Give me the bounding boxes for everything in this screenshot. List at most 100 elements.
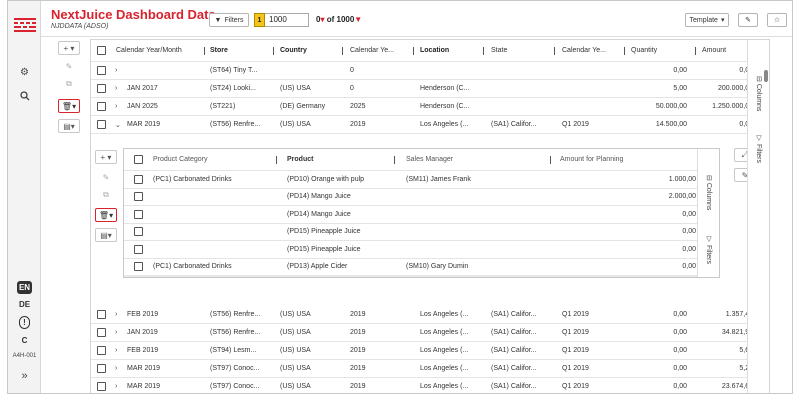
chevron-right-icon[interactable]: › <box>115 347 118 354</box>
detail-row[interactable]: (PD15) Pineapple Juice 0,00 <box>124 241 706 259</box>
settings-gear-icon[interactable]: ⚙ <box>20 66 29 78</box>
detail-row-checkbox[interactable] <box>134 262 143 272</box>
chevron-right-icon[interactable]: › <box>115 311 118 318</box>
col-header[interactable]: Store <box>210 47 228 54</box>
detail-filters-tab[interactable]: ▽ Filters <box>705 235 712 265</box>
detail-columns-tab[interactable]: ⊟ Columns <box>705 175 712 211</box>
table-row[interactable]: › MAR 2019 (ST97) Conoc... (US) USA 2019 Los … <box>91 360 769 378</box>
filters-button[interactable]: ▼ Filters <box>209 13 249 27</box>
table-row[interactable]: › FEB 2019 (ST94) Lesm... (US) USA 2019 Los A… <box>91 342 769 360</box>
add-button[interactable]: + ▾ <box>58 41 80 55</box>
col-header[interactable]: Calendar Ye... <box>562 47 606 54</box>
alert-icon[interactable]: ! <box>19 316 30 329</box>
row-control: › <box>115 324 117 341</box>
detail-col-header[interactable]: Product <box>287 156 314 163</box>
detail-edit-icon[interactable]: ✎ <box>95 170 117 184</box>
row-checkbox[interactable] <box>97 328 106 337</box>
detail-col-header[interactable]: Product Category <box>153 156 208 163</box>
detail-row-checkbox[interactable] <box>134 192 143 202</box>
lang-en[interactable]: EN <box>17 281 32 294</box>
detail-grid-header: Product Category Product Sales Manager A… <box>124 149 706 171</box>
detail-add-button[interactable]: + ▾ <box>95 150 117 164</box>
row-checkbox[interactable] <box>97 364 106 373</box>
col-header[interactable]: Country <box>280 47 307 54</box>
rows-input[interactable]: 1000 <box>265 13 309 27</box>
row-checkbox[interactable] <box>97 84 106 93</box>
row-control <box>97 378 106 393</box>
cell-state <box>491 98 551 115</box>
edit-button[interactable]: ✎ <box>738 13 758 27</box>
detail-row-control <box>134 171 143 188</box>
detail-cell-amount: 2.000,00 <box>668 193 696 201</box>
detail-delete-button[interactable]: 🗑▾ <box>95 208 117 222</box>
detail-row[interactable]: (PC1) Carbonated Drinks (PD10) Orange wit… <box>124 171 706 189</box>
client-icon[interactable]: C <box>21 336 28 345</box>
row-control <box>97 116 106 133</box>
row-checkbox[interactable] <box>97 382 106 391</box>
delete-button[interactable]: 🗑▾ <box>58 99 80 113</box>
detail-row[interactable]: (PD14) Mango Juice 0,00 <box>124 206 706 224</box>
main-scrollbar[interactable] <box>764 70 768 82</box>
export-button[interactable]: ▤▾ <box>58 119 80 133</box>
detail-select-all-checkbox[interactable] <box>134 155 143 164</box>
table-row[interactable]: › JAN 2025 (ST221) (DE) Germany 2025 Henderso… <box>91 98 769 116</box>
row-checkbox[interactable] <box>97 120 106 129</box>
col-header[interactable]: Calendar Ye... <box>350 47 394 54</box>
row-checkbox[interactable] <box>97 102 106 111</box>
row-control: ⌄ <box>115 116 121 133</box>
template-button[interactable]: Template ▾ <box>685 13 729 27</box>
detail-grid: Product Category Product Sales Manager A… <box>123 148 720 278</box>
table-row[interactable]: › MAR 2019 (ST97) Conoc... (US) USA 2019 Los … <box>91 378 769 393</box>
select-all-checkbox[interactable] <box>97 46 106 55</box>
detail-col-header[interactable]: Sales Manager <box>406 156 454 163</box>
favorite-button[interactable]: ☆ <box>767 13 787 27</box>
app-window: ⚙ EN DE ! C A4H-001 » NextJuice Dashboar… <box>7 0 793 394</box>
app-logo[interactable] <box>11 17 38 35</box>
cell-amount: 0,00 <box>697 116 753 133</box>
lang-de[interactable]: DE <box>18 300 31 309</box>
chevron-right-icon[interactable]: › <box>115 103 118 110</box>
detail-copy-icon[interactable]: ⧉ <box>95 188 117 202</box>
col-header[interactable]: Amount <box>702 47 727 54</box>
detail-h-scrollbar[interactable] <box>124 275 706 277</box>
cell-state: (SA1) Califor... <box>491 311 537 318</box>
chevron-right-icon[interactable]: › <box>115 383 118 390</box>
cell-qty: 50.000,00 <box>655 103 687 110</box>
detail-row[interactable]: (PD14) Mango Juice 2.000,00 <box>124 189 706 206</box>
detail-export-button[interactable]: ▤▾ <box>95 228 117 242</box>
chevron-right-icon[interactable]: › <box>115 365 118 372</box>
detail-row[interactable]: (PD15) Pineapple Juice 0,00 <box>124 224 706 241</box>
col-header[interactable]: Location <box>420 47 450 54</box>
chevron-right-icon[interactable]: › <box>115 85 118 92</box>
filters-tab[interactable]: ▽ Filters <box>755 134 762 164</box>
chevron-down-icon[interactable]: ⌄ <box>115 121 121 129</box>
row-checkbox[interactable] <box>97 310 106 319</box>
col-header[interactable]: Quantity <box>631 47 658 54</box>
chevron-right-icon[interactable]: › <box>115 329 118 336</box>
detail-row-checkbox[interactable] <box>134 174 143 184</box>
level-indicator[interactable]: 1 <box>254 13 265 27</box>
search-icon[interactable] <box>11 87 38 105</box>
table-row[interactable]: › FEB 2019 (ST56) Renfre... (US) USA 2019 Los… <box>91 306 769 324</box>
detail-col-header[interactable]: Amount for Planning <box>560 156 624 163</box>
col-header[interactable]: Calendar Year/Month <box>116 47 182 54</box>
row-checkbox[interactable] <box>97 346 106 355</box>
table-row[interactable]: › JAN 2019 (ST56) Renfre... (US) USA 2019 Los… <box>91 324 769 342</box>
cell-year: 0 <box>350 85 354 92</box>
table-row[interactable]: › (ST64) Tiny T... 0 0,00 0,00 <box>91 62 769 80</box>
detail-row-checkbox[interactable] <box>134 227 143 237</box>
copy-icon[interactable]: ⧉ <box>58 77 80 91</box>
expand-sidebar-icon[interactable]: » <box>21 370 28 382</box>
detail-row-checkbox[interactable] <box>134 209 143 219</box>
detail-row-checkbox[interactable] <box>134 244 143 254</box>
detail-row[interactable]: (PC1) Carbonated Drinks (PD13) Apple Cide… <box>124 259 706 276</box>
chevron-right-icon[interactable]: › <box>115 67 118 74</box>
detail-cell-product: (PD15) Pineapple Juice <box>287 228 361 236</box>
edit-row-icon[interactable]: ✎ <box>58 59 80 73</box>
cell-location: Los Angeles (... <box>420 311 469 318</box>
row-checkbox[interactable] <box>97 66 106 75</box>
columns-tab[interactable]: ⊟ Columns <box>755 76 762 112</box>
col-header[interactable]: State <box>491 47 508 54</box>
table-row[interactable]: › JAN 2017 (ST24) Looki... (US) USA 0 Henders… <box>91 80 769 98</box>
table-row[interactable]: ⌄ MAR 2019 (ST56) Renfre... (US) USA 2019 Los… <box>91 116 769 134</box>
